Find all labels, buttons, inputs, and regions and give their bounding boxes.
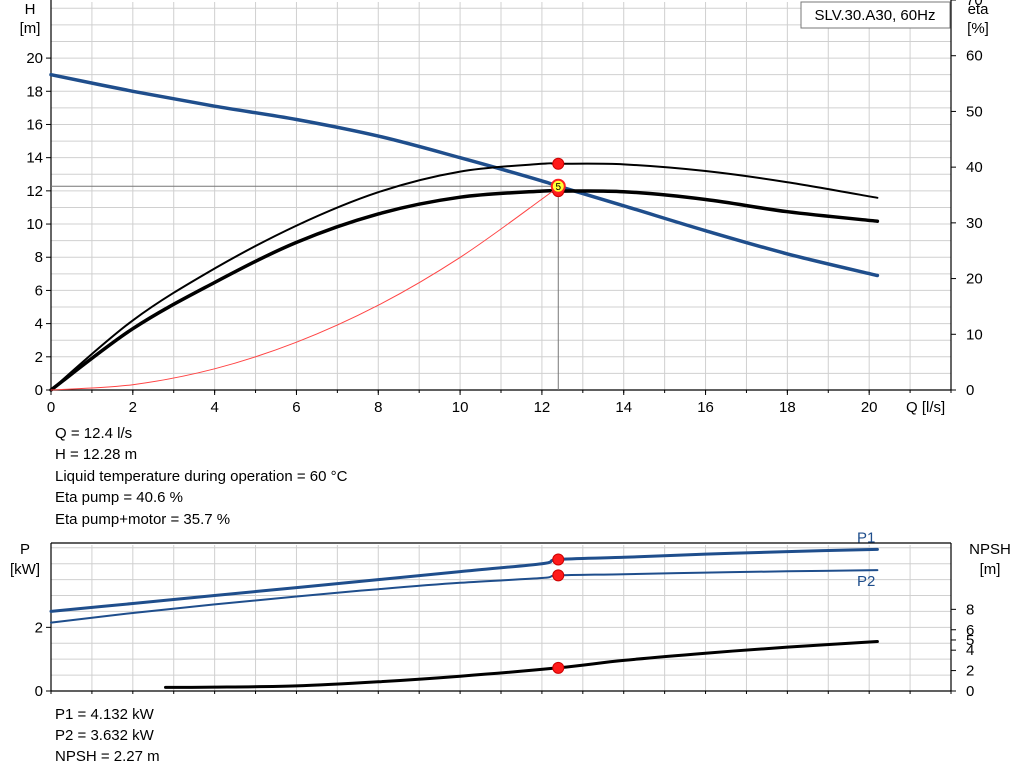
info-eta-pump: Eta pump = 40.6 %	[55, 489, 183, 506]
y-axis-label-right: NPSH	[969, 541, 1011, 558]
x-tick-label: 2	[129, 399, 137, 416]
legend-box	[800, 1, 951, 29]
series-line-p1	[49, 547, 879, 613]
x-axis-label: Q [l/s]	[906, 399, 945, 416]
x-tick-label: 0	[47, 399, 55, 416]
y-tick-label-right: 70	[966, 0, 983, 9]
series-line-2	[49, 188, 880, 392]
y-tick-label-left: 20	[26, 50, 43, 67]
info-liquid-temperature: Liquid temperature during operation = 60…	[55, 468, 348, 485]
info-eta-pump-motor: Eta pump+motor = 35.7 %	[55, 511, 231, 528]
y-tick-label-left: 6	[35, 282, 43, 299]
y-tick-label-right: 0	[966, 382, 974, 399]
series-label-p2: P2	[857, 573, 875, 590]
y-axis-label-left: H	[25, 1, 36, 18]
y-tick-label-right: 4	[966, 642, 974, 659]
series-line-1	[50, 162, 879, 391]
series-line-2	[164, 640, 879, 689]
info-head: H = 12.28 m	[55, 446, 138, 463]
operating-point-marker-eta	[552, 157, 565, 170]
y-tick-label-left: 12	[26, 183, 43, 200]
y-tick-label-right: 10	[966, 326, 983, 343]
operating-point-marker	[552, 569, 565, 582]
info-npsh: NPSH = 2.27 m	[55, 748, 160, 765]
operating-point-marker	[552, 661, 565, 674]
operating-point-marker	[552, 553, 565, 566]
power-npsh-chart: 0 2 0 2 456 8 P [kW] NPSH [m] P1 P2	[10, 529, 1011, 700]
y-axis-label-left-unit: [kW]	[10, 561, 40, 578]
x-tick-label: 14	[615, 399, 632, 416]
y-tick-label-right: 5	[966, 632, 974, 649]
x-tick-label: 18	[779, 399, 796, 416]
operating-point-duty-label: 5	[555, 182, 561, 193]
y-tick-label-right: 6	[966, 622, 974, 639]
x-tick-label: 12	[534, 399, 551, 416]
x-tick-label: 4	[210, 399, 218, 416]
legend-text: SLV.30.A30, 60Hz	[815, 7, 936, 24]
y-tick-label-left: 14	[26, 150, 43, 167]
y-tick-label-left: 2	[35, 349, 43, 366]
y-tick-label-left: 2	[35, 619, 43, 636]
series-line-p2	[50, 569, 879, 624]
y-axis-label-right: eta	[968, 1, 990, 18]
series-line-0	[49, 72, 880, 278]
y-tick-label-right: 2	[966, 663, 974, 680]
x-tick-label: 16	[697, 399, 714, 416]
x-tick-label: 20	[861, 399, 878, 416]
y-tick-label-left: 18	[26, 83, 43, 100]
y-tick-label-right: 30	[966, 215, 983, 232]
y-axis-label-right-unit: [m]	[980, 561, 1001, 578]
info-p1: P1 = 4.132 kW	[55, 706, 154, 723]
y-tick-label-right: 60	[966, 48, 983, 65]
series-line-3	[50, 185, 559, 391]
y-axis-label-right-unit: [%]	[967, 20, 989, 37]
y-tick-label-left: 0	[35, 382, 43, 399]
info-flow: Q = 12.4 l/s	[55, 425, 133, 442]
y-tick-label-left: 16	[26, 116, 43, 133]
series-label-p1: P1	[857, 529, 875, 546]
y-axis-label-left: P	[20, 541, 30, 558]
y-tick-label-left: 8	[35, 249, 43, 266]
y-tick-label-left: 10	[26, 216, 43, 233]
info-p2: P2 = 3.632 kW	[55, 727, 154, 744]
x-tick-label: 10	[452, 399, 469, 416]
y-tick-label-right: 50	[966, 103, 983, 120]
x-tick-label: 8	[374, 399, 382, 416]
head-efficiency-chart: 0 2 4 6 8 10 12 14 16 18 20 Q [l/s] 0 2 4 6 8 10 12 14 16 18 2…	[20, 0, 990, 416]
y-tick-label-right: 8	[966, 601, 974, 618]
y-axis-label-left-unit: [m]	[20, 20, 41, 37]
y-tick-label-left: 0	[35, 683, 43, 700]
x-tick-label: 6	[292, 399, 300, 416]
y-tick-label-right: 40	[966, 159, 983, 176]
operating-point-duty-marker	[550, 178, 566, 194]
y-tick-label-right: 0	[966, 683, 974, 700]
y-tick-label-left: 4	[35, 316, 43, 333]
y-tick-label-right: 20	[966, 271, 983, 288]
